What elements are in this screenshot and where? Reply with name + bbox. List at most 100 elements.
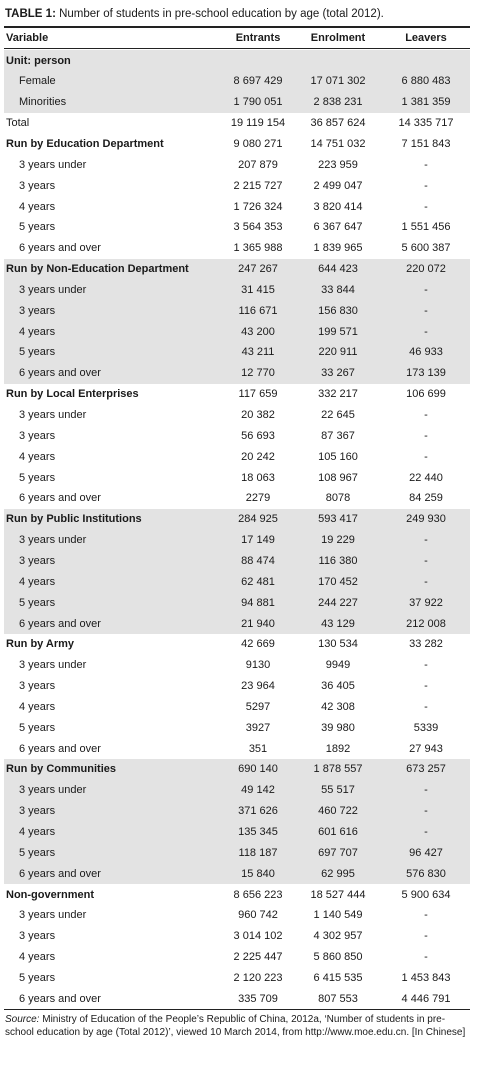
table-row: 3 years under 49 142 55 517 - xyxy=(4,779,470,801)
cell-value: 3 014 102 xyxy=(233,930,283,943)
row-label: 4 years xyxy=(19,951,56,964)
cell-value: 19 119 154 xyxy=(230,117,286,130)
cell-value: - xyxy=(424,534,428,547)
cell-value: 18 527 444 xyxy=(310,888,366,901)
cell-value: 62 995 xyxy=(321,867,355,880)
cell-value: 43 129 xyxy=(321,617,355,630)
cell-value: 576 830 xyxy=(406,867,446,880)
table-row: 6 years and over 2279 8078 84 259 xyxy=(4,488,470,509)
table-row: Run by Communities 690 140 1 878 557 673 25… xyxy=(4,758,470,781)
table-row: 5 years 118 187 697 707 96 427 xyxy=(4,842,470,864)
cell-value: 4 446 791 xyxy=(401,992,451,1005)
cell-value: 33 844 xyxy=(321,283,355,296)
cell-value: 37 922 xyxy=(409,596,443,609)
cell-value: - xyxy=(424,304,428,317)
column-header: Entrants xyxy=(235,32,281,44)
cell-value: 244 227 xyxy=(318,596,358,609)
cell-value: 5 900 634 xyxy=(401,888,451,901)
cell-value: 43 211 xyxy=(241,346,275,359)
cell-value: 2 215 727 xyxy=(233,179,283,192)
cell-value: 18 063 xyxy=(241,471,275,484)
cell-value: 156 830 xyxy=(318,304,358,317)
table-row: 3 years 371 626 460 722 - xyxy=(4,800,470,822)
row-label: 5 years xyxy=(19,846,56,859)
table-row: 6 years and over 21 940 43 129 212 008 xyxy=(4,612,470,635)
cell-value: 9 080 271 xyxy=(233,137,283,150)
cell-value: 42 669 xyxy=(241,638,275,651)
row-label: Female xyxy=(19,75,56,88)
cell-value: 33 282 xyxy=(409,638,443,651)
column-header: Leavers xyxy=(405,32,447,44)
cell-value: - xyxy=(424,200,428,213)
cell-value: 3 564 353 xyxy=(233,221,283,234)
cell-value: 173 139 xyxy=(406,367,446,380)
cell-value: 55 517 xyxy=(321,784,355,797)
cell-value: - xyxy=(424,554,428,567)
table-row: 4 years 20 242 105 160 - xyxy=(4,446,470,467)
column-header: Enrolment xyxy=(310,32,366,44)
row-label: 3 years xyxy=(19,680,56,693)
cell-value: 46 933 xyxy=(409,346,443,359)
cell-value: 2 225 447 xyxy=(233,951,283,964)
cell-value: 88 474 xyxy=(241,554,275,567)
cell-value: 223 959 xyxy=(318,158,358,171)
row-label: 4 years xyxy=(19,200,56,213)
table-row: Total 19 119 154 36 857 624 14 335 717 xyxy=(4,113,470,134)
cell-value: 5339 xyxy=(413,721,439,734)
table-row: 6 years and over 335 709 807 553 4 446 791 xyxy=(4,988,470,1009)
cell-value: - xyxy=(424,158,428,171)
row-label: Run by Army xyxy=(6,638,75,651)
cell-value: 12 770 xyxy=(241,367,275,380)
cell-value: 14 335 717 xyxy=(398,117,454,130)
cell-value: 87 367 xyxy=(321,429,355,442)
cell-value: 1 381 359 xyxy=(401,96,451,109)
cell-value: 1 839 965 xyxy=(313,242,363,255)
cell-value: 2 499 047 xyxy=(313,179,363,192)
cell-value: - xyxy=(424,575,428,588)
row-label: Run by Education Department xyxy=(6,137,164,150)
table-row: Run by Public Institutions 284 925 593 417… xyxy=(4,508,470,530)
cell-value: - xyxy=(424,909,428,922)
row-label: Run by Communities xyxy=(6,763,117,776)
cell-value: 27 943 xyxy=(409,742,443,755)
cell-value: 8078 xyxy=(325,492,351,505)
cell-value: 1 726 324 xyxy=(233,200,283,213)
cell-value: - xyxy=(424,700,428,713)
cell-value: 22 440 xyxy=(409,471,443,484)
table-row: 6 years and over 351 1892 27 943 xyxy=(4,738,470,759)
cell-value: 5 600 387 xyxy=(401,242,451,255)
row-label: Unit: person xyxy=(6,54,71,67)
cell-value: 3 820 414 xyxy=(313,200,363,213)
cell-value: 673 257 xyxy=(406,763,446,776)
cell-value: 20 382 xyxy=(241,409,275,421)
header-row: Variable Entrants Enrolment Leavers xyxy=(4,28,470,48)
table-row: Unit: person xyxy=(4,50,470,72)
cell-value: - xyxy=(424,659,428,672)
row-label: 3 years under xyxy=(19,283,87,296)
cell-value: 56 693 xyxy=(241,429,275,442)
row-label: 6 years and over xyxy=(19,242,101,255)
cell-value: 8 697 429 xyxy=(233,75,283,88)
cell-value: 351 xyxy=(248,742,268,755)
row-label: 3 years under xyxy=(19,409,87,421)
cell-value: 1892 xyxy=(325,742,351,755)
cell-value: - xyxy=(424,930,428,943)
cell-value: 9130 xyxy=(245,659,271,672)
cell-value: 105 160 xyxy=(318,450,358,463)
table-row: 5 years 3927 39 980 5339 xyxy=(4,717,470,738)
table-row: 3 years under 17 149 19 229 - xyxy=(4,529,470,551)
cell-value: 960 742 xyxy=(238,909,278,922)
cell-value: 2279 xyxy=(245,492,271,505)
row-label: Total xyxy=(6,117,30,130)
table-row: Run by Army 42 669 130 534 33 282 xyxy=(4,634,470,655)
cell-value: 1 365 988 xyxy=(233,242,283,255)
cell-value: 220 072 xyxy=(406,263,446,276)
row-label: 4 years xyxy=(19,575,56,588)
row-label: 5 years xyxy=(19,596,56,609)
cell-value: 690 140 xyxy=(238,763,278,776)
cell-value: - xyxy=(424,409,428,421)
row-label: 3 years under xyxy=(19,534,87,547)
source-text: Ministry of Education of the People’s Re… xyxy=(5,1014,466,1038)
row-label: 4 years xyxy=(19,826,56,838)
